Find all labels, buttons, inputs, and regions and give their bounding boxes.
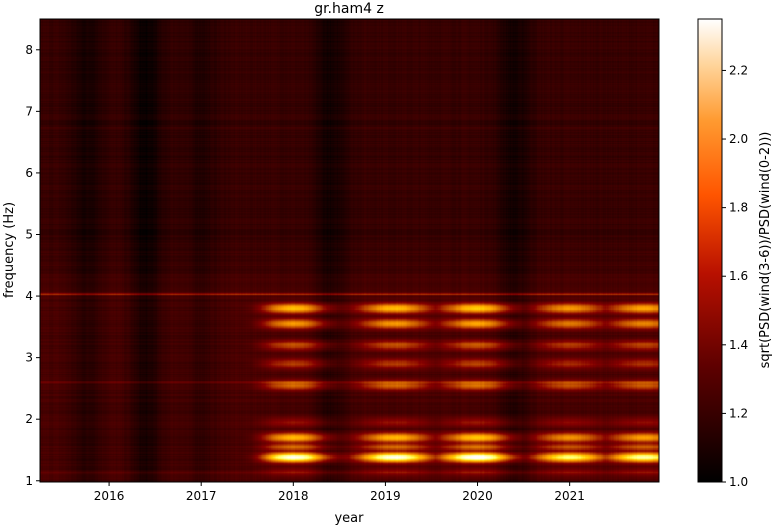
colorbar-label: sqrt(PSD(wind(3-6))/PSD(wind(0-2)))	[758, 132, 772, 369]
colorbar-tick-label: 2.0	[729, 132, 748, 146]
colorbar-tick-label: 2.2	[729, 63, 748, 77]
colorbar-tick-label: 1.6	[729, 269, 748, 283]
colorbar-tick-label: 1.2	[729, 406, 748, 420]
x-axis-label: year	[334, 511, 364, 525]
y-tick-label: 6	[25, 166, 33, 180]
x-tick-label: 2016	[94, 489, 125, 503]
x-tick-label: 2019	[370, 489, 401, 503]
y-tick-label: 4	[25, 289, 33, 303]
y-tick-label: 8	[25, 43, 33, 57]
colorbar-tick-label: 1.4	[729, 338, 748, 352]
x-axis-ticks: 2016 2017 2018 2019 2020 2021	[94, 482, 585, 503]
y-axis-ticks: 1 2 3 4 5 6 7 8	[25, 43, 40, 488]
plot-area	[39, 18, 660, 483]
y-axis-label: frequency (Hz)	[2, 202, 17, 298]
x-tick-label: 2018	[278, 489, 309, 503]
y-tick-label: 3	[25, 351, 33, 365]
x-tick-label: 2021	[554, 489, 585, 503]
plot-frame	[39, 18, 660, 483]
colorbar-gradient	[697, 18, 723, 483]
x-tick-label: 2017	[186, 489, 217, 503]
y-tick-label: 7	[25, 104, 33, 118]
x-tick-label: 2020	[462, 489, 493, 503]
y-tick-label: 5	[25, 227, 33, 241]
y-tick-label: 1	[25, 474, 33, 488]
y-tick-label: 2	[25, 412, 33, 426]
chart-title: gr.ham4 z	[314, 1, 384, 17]
heatmap-image	[40, 19, 659, 482]
colorbar-tick-label: 1.0	[729, 475, 748, 489]
colorbar-tick-label: 1.8	[729, 201, 748, 215]
colorbar-ticks: 1.0 1.2 1.4 1.6 1.8 2.0 2.2	[722, 63, 748, 489]
colorbar: 1.0 1.2 1.4 1.6 1.8 2.0 2.2 sqrt(PSD(wind(3-6)…	[697, 18, 772, 489]
